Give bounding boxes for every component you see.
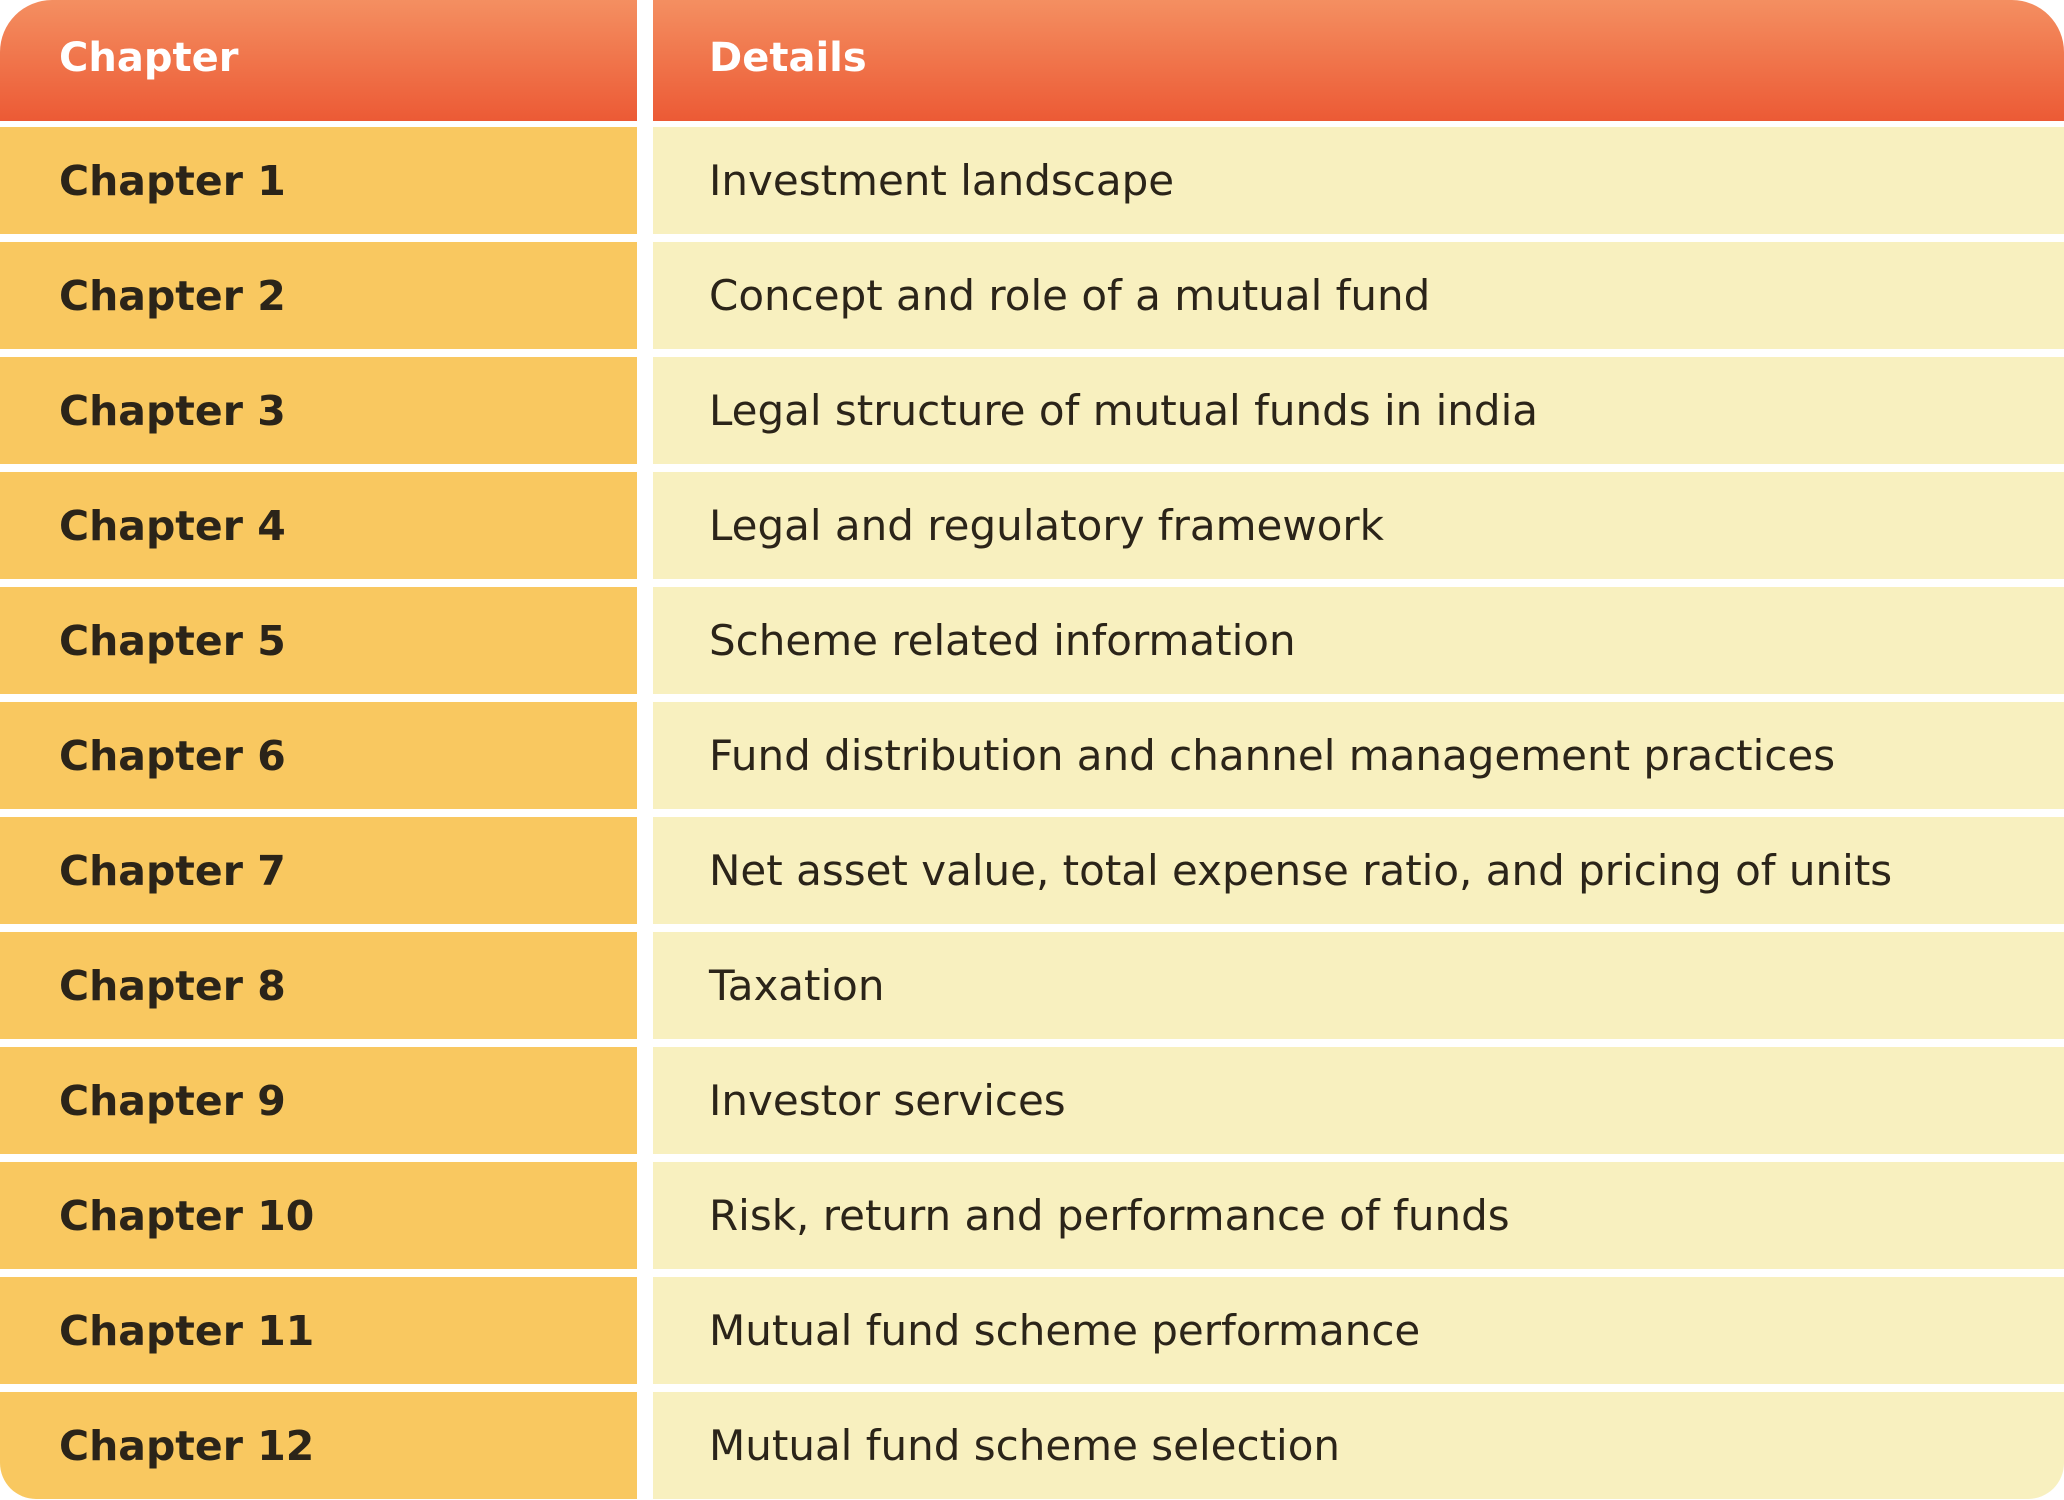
table-row: Chapter 8 Taxation: [0, 932, 2064, 1039]
header-chapter: Chapter: [0, 0, 637, 121]
details-cell: Mutual fund scheme performance: [653, 1277, 2064, 1384]
table-row: Chapter 2 Concept and role of a mutual f…: [0, 242, 2064, 349]
table-row: Chapter 12 Mutual fund scheme selection: [0, 1392, 2064, 1499]
table-row: Chapter 4 Legal and regulatory framework: [0, 472, 2064, 579]
chapter-cell: Chapter 5: [0, 587, 637, 694]
details-cell: Investment landscape: [653, 127, 2064, 234]
details-cell: Net asset value, total expense ratio, an…: [653, 817, 2064, 924]
table-row: Chapter 6 Fund distribution and channel …: [0, 702, 2064, 809]
table-row: Chapter 10 Risk, return and performance …: [0, 1162, 2064, 1269]
chapter-cell: Chapter 7: [0, 817, 637, 924]
chapter-cell: Chapter 9: [0, 1047, 637, 1154]
details-cell: Legal and regulatory framework: [653, 472, 2064, 579]
chapter-cell: Chapter 12: [0, 1392, 637, 1499]
chapter-cell: Chapter 11: [0, 1277, 637, 1384]
table-row: Chapter 1 Investment landscape: [0, 127, 2064, 234]
table-row: Chapter 7 Net asset value, total expense…: [0, 817, 2064, 924]
table-row: Chapter 5 Scheme related information: [0, 587, 2064, 694]
chapter-cell: Chapter 3: [0, 357, 637, 464]
table-header-row: Chapter Details: [0, 0, 2064, 121]
details-cell: Investor services: [653, 1047, 2064, 1154]
header-details: Details: [653, 0, 2064, 121]
details-cell: Concept and role of a mutual fund: [653, 242, 2064, 349]
chapter-cell: Chapter 4: [0, 472, 637, 579]
chapter-cell: Chapter 2: [0, 242, 637, 349]
details-cell: Legal structure of mutual funds in india: [653, 357, 2064, 464]
table-row: Chapter 11 Mutual fund scheme performanc…: [0, 1277, 2064, 1384]
details-cell: Scheme related information: [653, 587, 2064, 694]
table-row: Chapter 9 Investor services: [0, 1047, 2064, 1154]
chapter-cell: Chapter 6: [0, 702, 637, 809]
details-cell: Mutual fund scheme selection: [653, 1392, 2064, 1499]
table-row: Chapter 3 Legal structure of mutual fund…: [0, 357, 2064, 464]
details-cell: Taxation: [653, 932, 2064, 1039]
details-cell: Fund distribution and channel management…: [653, 702, 2064, 809]
details-cell: Risk, return and performance of funds: [653, 1162, 2064, 1269]
chapter-cell: Chapter 10: [0, 1162, 637, 1269]
chapter-cell: Chapter 8: [0, 932, 637, 1039]
chapter-cell: Chapter 1: [0, 127, 637, 234]
